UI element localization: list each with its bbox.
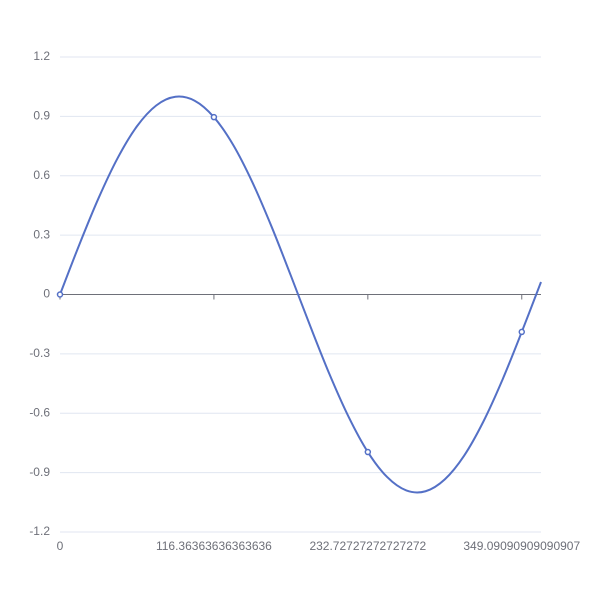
y-tick-label: -1.2	[29, 524, 50, 538]
y-tick-label: 0.6	[33, 168, 50, 182]
x-tick-label: 116.36363636363636	[156, 539, 272, 553]
y-tick-label: -0.9	[29, 465, 50, 479]
y-tick-label: 1.2	[33, 49, 50, 63]
x-tick-label: 232.72727272727272	[309, 539, 426, 553]
point	[364, 448, 372, 456]
x-tick-label: 349.09090909090907	[463, 539, 580, 553]
y-tick-label: -0.3	[29, 346, 50, 360]
y-tick-label: 0.3	[33, 227, 50, 241]
point	[210, 113, 218, 121]
line	[59, 95, 542, 494]
x-tick-label: 0	[57, 539, 64, 553]
y-tick-label: 0.9	[33, 109, 50, 123]
point	[56, 291, 64, 298]
y-tick-label: -0.6	[29, 405, 50, 419]
y-tick-label: 0	[43, 287, 50, 301]
point	[518, 328, 526, 336]
